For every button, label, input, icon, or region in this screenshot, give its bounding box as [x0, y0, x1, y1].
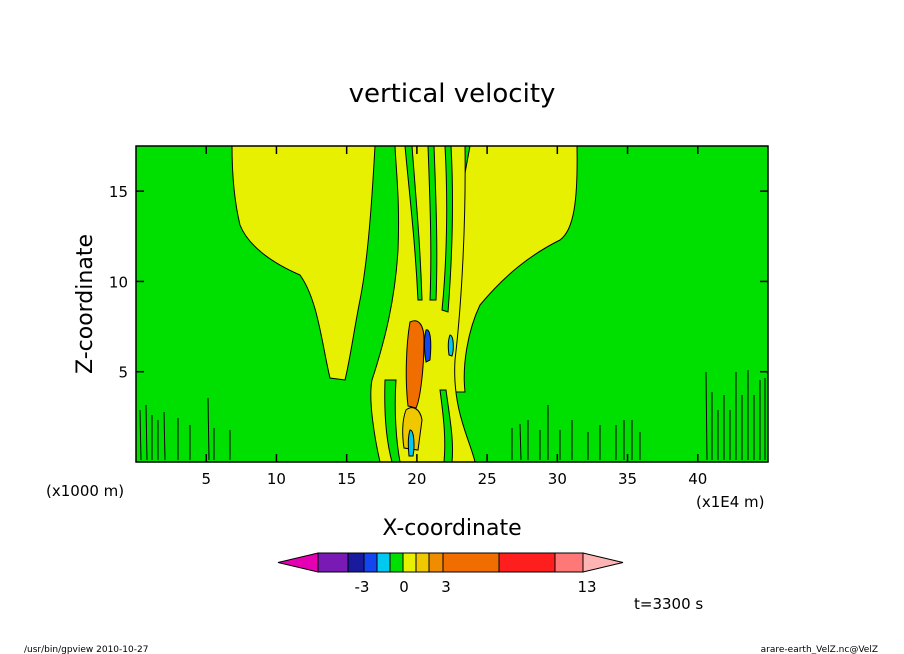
y-axis: 5 10 15 — [109, 183, 768, 382]
colorbar-cell — [428, 552, 444, 573]
colorbar-cell — [347, 552, 365, 573]
colorbar-labels: -3 0 3 13 — [355, 578, 597, 596]
colorbar-cell — [363, 552, 378, 573]
x-tick-label: 15 — [337, 470, 356, 488]
x-tick-label: 20 — [407, 470, 426, 488]
contour-streak — [427, 145, 438, 301]
x-tick-label: 5 — [201, 470, 211, 488]
colorbar-label: 3 — [441, 578, 451, 596]
contour-region-left-plume — [231, 145, 376, 381]
colorbar-label: -3 — [355, 578, 370, 596]
surface-noise-contours — [139, 370, 766, 461]
time-annotation: t=3300 s — [634, 595, 703, 613]
colorbar-cell — [376, 552, 391, 573]
x-unit-right-label: (x1E4 m) — [696, 493, 765, 511]
x-tick-label: 35 — [618, 470, 637, 488]
contour-streak — [441, 145, 453, 313]
y-axis-label: Z-coordinate — [73, 234, 98, 374]
colorbar-label: 13 — [577, 578, 596, 596]
x-tick-label: 30 — [548, 470, 567, 488]
colorbar-cell — [498, 552, 556, 573]
x-tick-label: 10 — [267, 470, 286, 488]
x-unit-left-label: (x1000 m) — [46, 482, 124, 500]
x-tick-label: 25 — [478, 470, 497, 488]
colorbar-cell — [582, 552, 624, 573]
colorbar-cell — [317, 552, 349, 573]
contour-region-downdraft — [407, 429, 415, 457]
y-tick-label: 5 — [118, 364, 128, 382]
x-tick-label: 40 — [688, 470, 707, 488]
x-axis-label: X-coordinate — [382, 516, 521, 541]
colorbar-cell — [389, 552, 404, 573]
contour-streak — [404, 145, 423, 301]
contour-region-updraft-light — [402, 407, 423, 451]
colorbar-cell — [402, 552, 417, 573]
plot-area — [135, 145, 769, 463]
colorbar — [277, 552, 624, 573]
colorbar-label: 0 — [399, 578, 409, 596]
y-tick-label: 15 — [109, 183, 128, 201]
contour-region-downdraft — [424, 329, 432, 363]
x-axis: 5 10 15 20 25 30 35 40 — [201, 146, 707, 488]
colorbar-cell — [554, 552, 584, 573]
colorbar-cell — [442, 552, 500, 573]
contour-region-updraft-orange — [405, 320, 425, 409]
contour-region-downdraft — [447, 334, 454, 357]
footer-right: arare-earth_VelZ.nc@VelZ — [761, 645, 878, 654]
y-tick-label: 10 — [109, 273, 128, 291]
colorbar-cell — [415, 552, 430, 573]
chart-title: vertical velocity — [349, 79, 556, 109]
plot-frame — [135, 145, 769, 463]
colorbar-cell — [277, 552, 319, 573]
footer-left: /usr/bin/gpview 2010-10-27 — [24, 645, 148, 654]
